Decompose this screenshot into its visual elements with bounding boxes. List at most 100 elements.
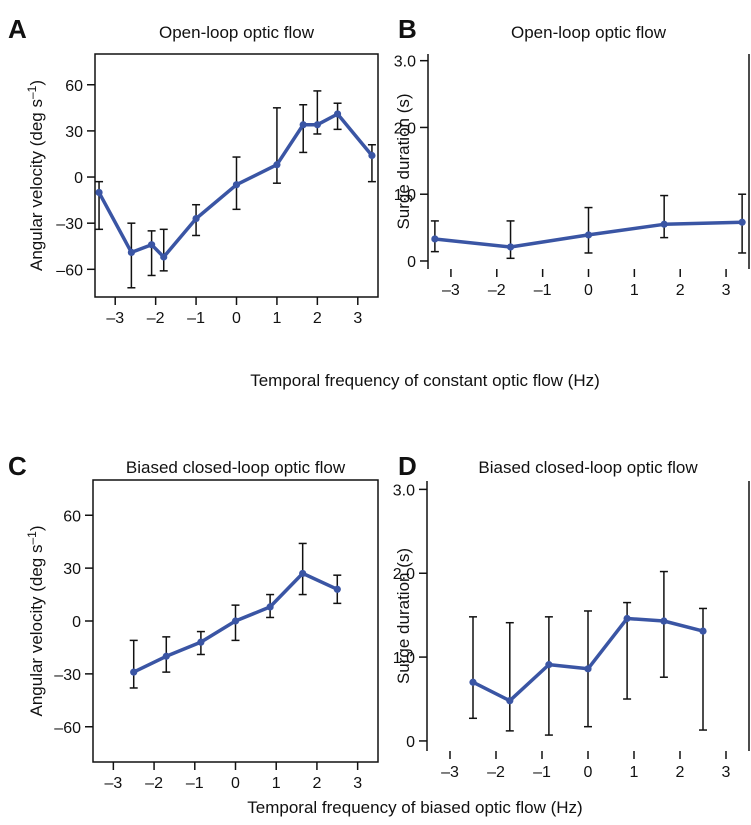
data-point (148, 241, 156, 249)
x-tick-label: 3 (722, 282, 731, 299)
data-point (738, 218, 746, 226)
data-point (431, 235, 439, 243)
y-axis-label-superscript: –1 (25, 531, 39, 545)
y-tick-label: 0 (74, 170, 83, 187)
data-point (584, 231, 593, 239)
y-axis-label: Surge duration (s) (394, 93, 413, 229)
x-tick-label: 0 (231, 775, 240, 792)
data-point (545, 661, 553, 669)
y-tick-label: –30 (56, 216, 83, 233)
x-tick-label: 3 (353, 310, 362, 327)
x-tick-label: –3 (442, 282, 460, 299)
x-tick-label: 0 (584, 764, 593, 781)
data-point (130, 668, 138, 676)
x-tick-label: –3 (106, 310, 124, 327)
chart-title: Biased closed-loop optic flow (126, 458, 346, 477)
data-point (506, 697, 514, 705)
data-point (660, 617, 668, 625)
chart-title: Open-loop optic flow (159, 23, 315, 42)
y-tick-label: 30 (63, 561, 81, 578)
y-axis-label-text: Angular velocity (deg s (27, 99, 46, 271)
x-tick-label: 2 (313, 310, 322, 327)
data-point (699, 627, 707, 635)
panel-d: D Biased closed-loop optic flow –3 –2 –1 0 1 2 3… (393, 451, 750, 781)
x-tick-label: 3 (722, 764, 731, 781)
panel-letter: A (8, 14, 27, 44)
x-tick-label: 0 (584, 282, 593, 299)
y-tick-label: 30 (65, 124, 83, 141)
data-point (333, 585, 341, 593)
y-tick-label: 3.0 (394, 54, 416, 71)
data-point (313, 121, 321, 129)
data-point (299, 569, 307, 578)
panel-c: C Biased closed-loop optic flow –3 –2 –1 0 1 2 3… (8, 451, 379, 792)
series (129, 542, 342, 689)
data-point (660, 220, 668, 228)
y-tick-label: –30 (54, 667, 81, 684)
chart-title: Open-loop optic flow (511, 23, 667, 42)
y-tick-label: –60 (54, 720, 81, 737)
data-point (469, 678, 477, 686)
x-tick-label: –3 (104, 775, 122, 792)
data-point (299, 121, 307, 129)
y-tick-label: 60 (65, 78, 83, 95)
data-point (231, 617, 240, 625)
y-tick-label: 0 (72, 614, 81, 631)
x-tick-label: 2 (676, 764, 685, 781)
data-point (266, 603, 274, 611)
x-tick-label: 2 (676, 282, 685, 299)
data-point (506, 243, 515, 251)
y-axis-label-close: ) (27, 525, 46, 531)
y-axis-label-close: ) (27, 80, 46, 86)
y-axis-label: Angular velocity (deg s–1) (25, 80, 46, 271)
x-tick-label: 3 (353, 775, 362, 792)
series (469, 570, 707, 736)
series (95, 90, 376, 289)
data-point (127, 248, 135, 256)
y-tick-label: –60 (56, 262, 83, 279)
x-tick-label: 1 (630, 282, 639, 299)
data-point (192, 214, 200, 223)
panel-letter: D (398, 451, 417, 481)
data-point (232, 181, 241, 189)
x-axis-label-bottom: Temporal frequency of biased optic flow … (247, 798, 582, 817)
x-tick-label: 0 (232, 310, 241, 327)
y-tick-label: 60 (63, 508, 81, 525)
x-tick-label: 1 (272, 310, 281, 327)
x-tick-label: –1 (533, 764, 551, 781)
x-tick-label: –2 (488, 282, 506, 299)
data-point (273, 161, 281, 169)
x-tick-label: –1 (534, 282, 552, 299)
y-tick-label: 1.0 (393, 650, 415, 667)
y-tick-label: 1.0 (394, 187, 416, 204)
y-axis-label-text: Angular velocity (deg s (27, 545, 46, 717)
y-tick-label: 2.0 (393, 566, 415, 583)
y-axis-label-superscript: –1 (25, 85, 39, 99)
chart-title: Biased closed-loop optic flow (478, 458, 698, 477)
panel-letter: C (8, 451, 27, 481)
data-point (333, 110, 342, 118)
y-axis-label-text: Surge duration (s) (394, 93, 413, 229)
data-point (623, 614, 631, 623)
x-tick-label: –1 (186, 775, 204, 792)
y-tick-label: 0 (407, 254, 416, 271)
data-point (95, 188, 103, 197)
y-tick-label: 3.0 (393, 482, 415, 499)
data-point (197, 638, 205, 646)
x-tick-label: –1 (187, 310, 205, 327)
x-tick-label: 1 (630, 764, 639, 781)
y-axis-label: Angular velocity (deg s–1) (25, 525, 46, 716)
data-point (368, 151, 376, 160)
y-tick-label: 2.0 (394, 120, 416, 137)
panel-letter: B (398, 14, 417, 44)
data-point (160, 253, 168, 261)
x-tick-label: –2 (487, 764, 505, 781)
x-tick-label: 2 (312, 775, 321, 792)
panel-b: B Open-loop optic flow –3 –2 –1 0 1 2 3 0 1.0 2.0 3.… (394, 14, 750, 299)
x-axis-label-top: Temporal frequency of constant optic flo… (250, 371, 600, 390)
series (430, 193, 747, 260)
y-tick-label: 0 (406, 734, 415, 751)
data-point (162, 652, 170, 660)
x-tick-label: 1 (272, 775, 281, 792)
